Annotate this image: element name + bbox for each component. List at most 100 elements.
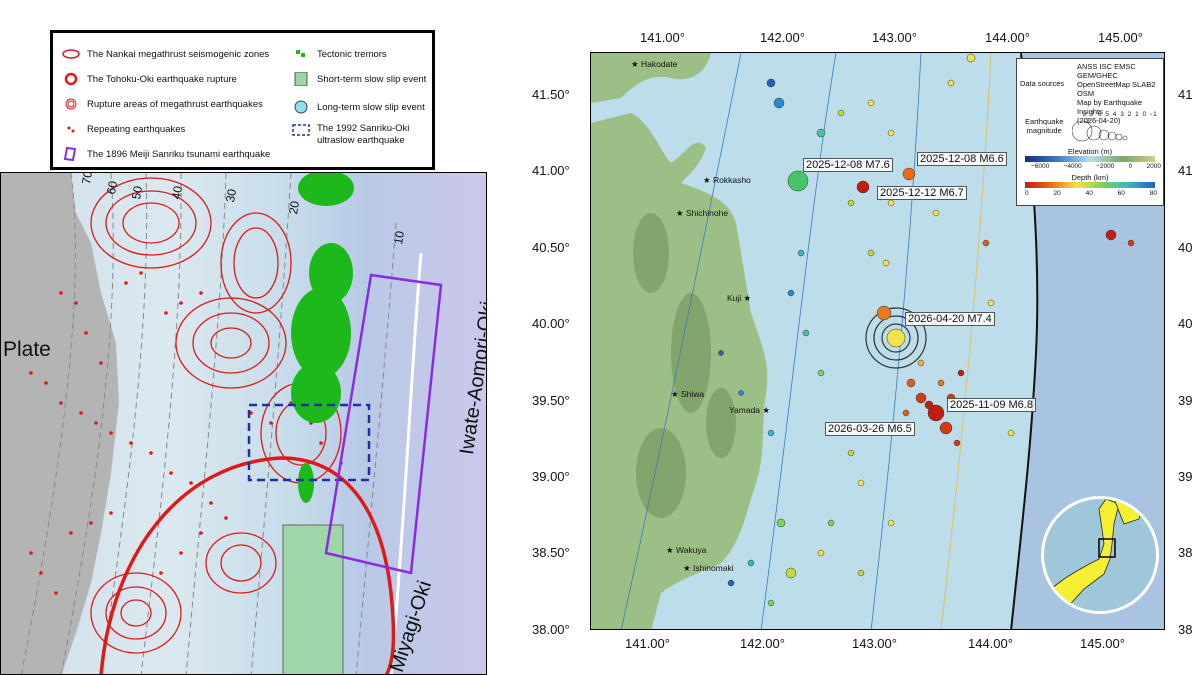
short-slow-symbol-icon — [294, 72, 308, 86]
legend-item-nankai: The Nankai megathrust seismogenic zones — [61, 47, 269, 61]
rlegend-sources-line2: OpenStreetMap SLAB2 OSM — [1077, 80, 1156, 98]
y-tick-38-50: 38.50° — [532, 545, 570, 560]
event-label-2025-11-09-m68: 2025-11-09 M6.8 — [947, 398, 1036, 412]
tohoku-symbol-icon — [64, 72, 78, 86]
meiji-symbol-icon — [63, 147, 77, 161]
rlegend-elevation-title: Elevation (m) — [1067, 147, 1113, 156]
hokkaido-land — [591, 53, 711, 103]
tohoku-rupture — [99, 456, 396, 674]
inset-globe-graphics — [1044, 499, 1145, 611]
rlegend-sources-label: Data sources — [1020, 79, 1065, 88]
inset-location-box — [1098, 538, 1116, 558]
city-shichinohe: ★ Shichinohe — [676, 208, 729, 218]
y-tick-39-50: 39.50° — [532, 393, 570, 408]
depth-label-40: 40 — [169, 184, 186, 201]
left-map: 70 60 50 40 30 20 10 Plate Iwate-Aomori-… — [0, 172, 487, 675]
y-tick-40-00: 40.00° — [532, 316, 570, 331]
legend-item-long-slow: Long-term slow slip event — [291, 100, 425, 114]
legend-item-repeating: Repeating earthquakes — [61, 122, 185, 136]
legend-item-tremors: Tectonic tremors — [291, 47, 387, 61]
city-yamada: Yamada ★ — [729, 405, 771, 415]
tremor-symbol-icon — [296, 50, 305, 57]
event-label-2026-04-20-m74: 2026-04-20 M7.4 — [905, 312, 995, 326]
x-tick-143: 143.00° — [872, 30, 917, 45]
city-hakodate: ★ Hakodate — [631, 59, 678, 69]
rlegend-mag-label-2: magnitude — [1026, 126, 1062, 135]
depth-label-10: 10 — [391, 229, 408, 246]
y-tick-41-50: 41.50° — [532, 87, 570, 102]
city-shiwa: ★ Shiwa — [671, 389, 705, 399]
y-tick-right-7: 38 — [1178, 622, 1193, 637]
land-area — [1, 173, 119, 674]
x-tick-141: 141.00° — [640, 30, 685, 45]
event-rings — [865, 307, 927, 369]
y-tick-40-50: 40.50° — [532, 240, 570, 255]
x-tick-144: 144.00° — [985, 30, 1030, 45]
rupture-areas-symbol-icon — [65, 98, 77, 110]
x-tick-142: 142.00° — [760, 30, 805, 45]
legend-short-slow-label: Short-term slow slip event — [317, 73, 427, 85]
legend-item-rupture-areas: Rupture areas of megathrust earthquakes — [61, 97, 263, 111]
x-tick-bottom-145: 145.00° — [1080, 636, 1125, 651]
y-tick-38-00: 38.00° — [532, 622, 570, 637]
tectonic-tremors — [291, 173, 354, 503]
slab-contour-shallow — [940, 53, 992, 629]
city-wakuya: ★ Wakuya — [666, 545, 707, 555]
y-tick-right-6: 38 — [1178, 545, 1193, 560]
depth-label-20: 20 — [286, 199, 303, 216]
depth-label-30: 30 — [223, 187, 240, 204]
magnitude-scale-circles — [1072, 120, 1128, 142]
event-label-2025-12-12-m67: 2025-12-12 M6.7 — [877, 186, 967, 200]
event-label-2025-12-08-m76: 2025-12-08 M7.6 — [803, 158, 893, 172]
x-tick-bottom-141: 141.00° — [625, 636, 670, 651]
city-kuji: Kuji ★ — [727, 293, 752, 303]
rlegend-depth-title: Depth (km) — [1071, 173, 1109, 182]
sanriku-1992-box — [247, 403, 371, 482]
legend-repeating-label: Repeating earthquakes — [87, 123, 186, 135]
repeating-earthquakes — [29, 271, 343, 595]
legend-nankai-label: The Nankai megathrust seismogenic zones — [87, 48, 270, 60]
y-tick-right-1: 41 — [1178, 163, 1193, 178]
left-map-graphics — [1, 173, 443, 674]
slab-contours — [621, 53, 922, 629]
rupture-contours — [90, 177, 342, 654]
legend-tremors-label: Tectonic tremors — [317, 48, 387, 60]
legend-tohoku-label: The Tohoku-Oki earthquake rupture — [87, 73, 237, 85]
right-map: ★ Hakodate ★ Rokkasho ★ Shichinohe Kuji … — [590, 52, 1165, 630]
repeating-symbol-icon — [67, 126, 75, 133]
nankai-symbol-icon — [62, 49, 80, 59]
rlegend-sources-line4: (2026-04-20) — [1077, 116, 1121, 125]
left-legend: The Nankai megathrust seismogenic zones … — [50, 30, 435, 170]
x-tick-145: 145.00° — [1098, 30, 1143, 45]
legend-long-slow-label: Long-term slow slip event — [317, 101, 425, 113]
y-tick-right-2: 40 — [1178, 240, 1193, 255]
depth-contours — [20, 173, 397, 674]
y-tick-right-4: 39 — [1178, 393, 1193, 408]
event-label-2026-03-26-m65: 2026-03-26 M6.5 — [825, 422, 915, 436]
depth-label-70: 70 — [79, 172, 96, 186]
legend-meiji-label: The 1896 Meiji Sanriku tsunami earthquak… — [87, 148, 271, 160]
legend-item-sanriku-1992: The 1992 Sanriku-Oki ultraslow earthquak… — [291, 123, 409, 147]
long-slow-symbol-icon — [294, 100, 308, 114]
city-ishinomaki: ★ Ishinomaki — [683, 563, 734, 573]
sanriku-1992-symbol-icon — [292, 124, 310, 136]
short-term-slow-slip — [282, 524, 344, 674]
plate-label: Plate — [3, 338, 51, 361]
y-tick-41-00: 41.00° — [532, 163, 570, 178]
legend-item-meiji: The 1896 Meiji Sanriku tsunami earthquak… — [61, 147, 270, 161]
rlegend-sources-line3: Map by Earthquake Insights — [1077, 98, 1143, 116]
mountain-shading — [633, 213, 736, 518]
legend-sanriku-line1: The 1992 Sanriku-Oki — [317, 123, 410, 134]
legend-item-short-slow: Short-term slow slip event — [291, 72, 426, 86]
x-tick-bottom-144: 144.00° — [968, 636, 1013, 651]
x-tick-bottom-142: 142.00° — [740, 636, 785, 651]
elevation-colorbar — [1025, 156, 1155, 162]
legend-rupture-areas-label: Rupture areas of megathrust earthquakes — [87, 98, 263, 110]
legend-sanriku-line2: ultraslow earthquake — [317, 135, 405, 146]
rlegend-elevation-ticks: −6000 −4000 −2000 0 2000 — [1031, 163, 1161, 170]
legend-item-tohoku: The Tohoku-Oki earthquake rupture — [61, 72, 237, 86]
inset-globe — [1041, 496, 1159, 614]
y-tick-right-5: 39 — [1178, 469, 1193, 484]
rlegend-mag-values: 8 7 6 5 4 3 2 1 0 -1 -2 — [1083, 111, 1158, 125]
depth-label-60: 60 — [104, 179, 121, 196]
